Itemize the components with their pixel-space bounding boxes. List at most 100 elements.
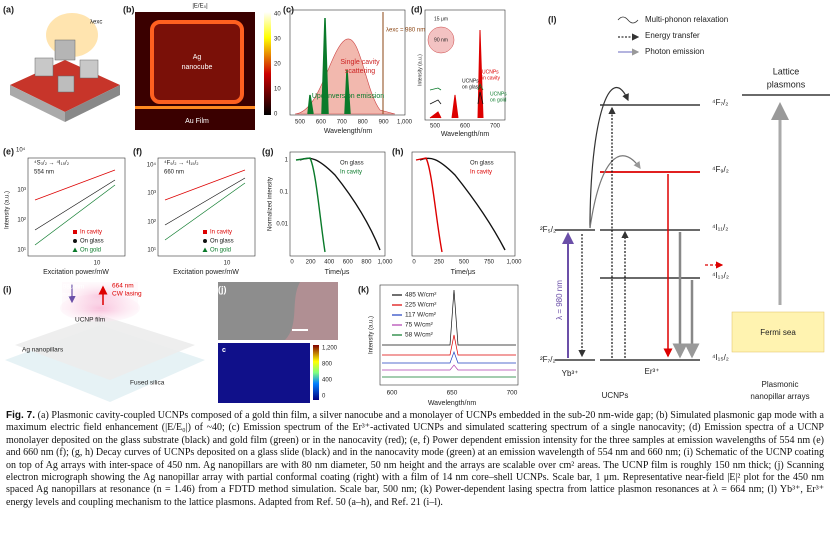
tick-label: 500 [430,124,441,130]
legend-label: In cavity [470,170,492,176]
level-label: ²F₇/₂ [540,355,556,364]
panel-label: (h) [392,146,404,156]
label: 664 nm [112,283,134,290]
label: Ag [193,54,202,61]
label: Upconversion emission [312,93,384,100]
panel-label: (a) [3,4,14,14]
tick-label: 400 [324,260,335,266]
label: c [222,347,226,354]
tick-label: 0 [322,394,326,400]
panel-label: (c) [283,4,294,14]
tick-label: 600 [316,120,327,126]
axis-label: Excitation power/mW [173,269,239,276]
tick-label: 1,000 [397,120,413,126]
plot-frames [27,151,519,386]
level-label: ²F₅/₂ [540,225,556,234]
legend-marker [73,239,77,243]
caption-text: (a) Plasmonic cavity-coupled UCNPs compo… [6,410,824,508]
legend-label: On glass [470,161,494,167]
tick-label: 10³ [147,191,156,197]
tick-label: 800 [358,120,369,126]
tick-label: 0 [274,112,278,118]
axis-label: Wavelength/nm [324,128,373,135]
legend-marker [73,230,77,234]
tick-label: 750 [484,260,495,266]
tick-label: 1,000 [506,260,522,266]
tick-label: 1,200 [322,346,338,352]
legend-label: In cavity [210,230,232,236]
tick-label: 650 [447,390,458,397]
tick-label: 40 [274,12,281,18]
label: pump [55,292,72,299]
tick-label: 600 [387,390,398,397]
label: Yb³⁺ [562,369,579,378]
axis-label: Wavelength/nm [441,131,490,138]
tick-label: 10¹ [17,248,26,254]
label: 10⁴ [16,147,26,154]
legend-label: On gold [210,248,231,254]
level-label: ⁴I₁₁/₂ [712,223,728,232]
legend-label: Photon emission [645,47,704,56]
axis-label: Normalized intensity [268,177,274,231]
label: |E/E₀| [192,4,208,10]
tick-label: 10⁴ [147,162,157,169]
label: CW 980 nm [50,284,84,291]
label: λexc [90,20,102,26]
tick-label: 400 [322,378,333,384]
panel-label: (j) [218,284,227,294]
label: on glass [462,84,481,90]
level-label: ⁴F₇/₂ [712,98,728,107]
level-label: ⁴I₁₃/₂ [712,271,729,280]
label: CW lasing [112,291,142,298]
label: 90 nm [434,37,448,43]
tick-label: 500 [459,260,470,266]
panel-j-art [218,282,338,403]
legend-marker [203,239,207,243]
panel-l-art [555,16,830,361]
label: ⁴S₃/₂ → ⁴I₁₅/₂ [34,160,70,167]
panel-label: (e) [3,146,14,156]
label: UCNPs [462,78,479,84]
panel-a-art [10,13,120,122]
tick-label: 1,000 [377,260,393,266]
label: in cavity [482,75,501,81]
tick-label: 0 [412,260,416,266]
tick-label: 0.01 [276,222,288,228]
tick-label: 10² [17,218,26,224]
tick-label: 0 [290,260,294,266]
panel-b-art [135,12,271,130]
tick-label: 700 [507,390,518,397]
legend-label: 58 W/cm² [405,332,434,339]
legend-label: 75 W/cm² [405,322,434,329]
axis-label: Excitation power/mW [43,269,109,276]
legend-label: On gold [80,248,101,254]
legend-marker [203,230,207,234]
panel-label: (k) [358,284,369,294]
tick-label: 10³ [17,188,26,194]
tick-label: 700 [337,120,348,126]
caption: Fig. 7. (a) Plasmonic cavity-coupled UCN… [6,410,824,509]
legend-label: 117 W/cm² [405,312,437,319]
panel-label: (i) [3,284,12,294]
label: Fermi sea [760,328,796,337]
legend-label: In cavity [80,230,102,236]
label: Single cavity [340,59,380,66]
axis-label: Intensity (a.u.) [5,191,11,229]
tick-label: 10 [274,87,281,93]
label: plasmons [767,79,806,89]
label: Fused silica [130,380,165,387]
tick-label: 200 [306,260,317,266]
plot-curves [34,157,516,378]
label: λ = 980 nm [555,280,564,320]
label: 15 μm [434,16,448,22]
tick-label: 10¹ [147,248,156,254]
label: UCNPs [482,69,499,75]
panel-d-art [424,9,506,121]
label: λexc = 980 nm [386,28,425,34]
label: nanopillar arrays [750,392,809,401]
legend-label: Energy transfer [645,31,700,40]
label: Plasmonic [762,380,799,389]
panel-label: (d) [411,4,423,14]
panel-label: (b) [123,4,135,14]
